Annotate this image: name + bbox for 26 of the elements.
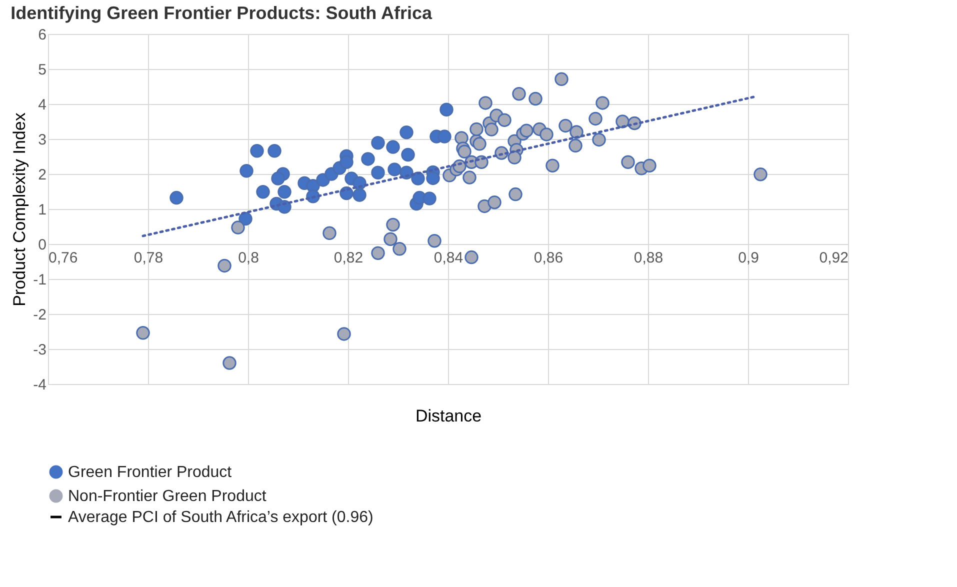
y-tick-label: 3 [38,132,46,148]
x-tick-label: 0,84 [434,250,464,266]
y-tick-label: 5 [38,62,46,78]
x-tick-label: 0,92 [819,250,848,266]
legend-label: Green Frontier Product [68,464,232,481]
y-tick-label: -3 [33,342,46,358]
x-tick-label: 0,78 [134,250,164,266]
x-axis-title: Distance [415,406,482,426]
legend-label: Non-Frontier Green Product [68,488,267,505]
y-tick-label: 1 [38,202,46,218]
y-tick-label: 0 [38,236,46,254]
y-tick-label: 6 [38,26,46,44]
x-tick-label: 0,88 [634,250,664,266]
y-tick-label: -4 [33,376,46,394]
x-tick-label: 0,8 [238,250,259,266]
y-axis-title: Product Complexity Index [10,112,30,306]
y-tick-label: 4 [38,96,46,114]
x-tick-label: 0,76 [48,250,78,266]
legend-label: Average PCI of South Africa’s export (0.96) [68,509,374,526]
x-tick-label: 0,9 [738,250,759,266]
x-tick-label: 0,82 [334,250,364,266]
x-tick-label: 0,86 [534,250,564,266]
chart-title: Identifying Green Frontier Products: South Africa [10,3,434,23]
y-tick-label: -2 [33,306,46,324]
y-tick-label: -1 [33,272,46,288]
y-tick-label: 2 [38,166,46,184]
